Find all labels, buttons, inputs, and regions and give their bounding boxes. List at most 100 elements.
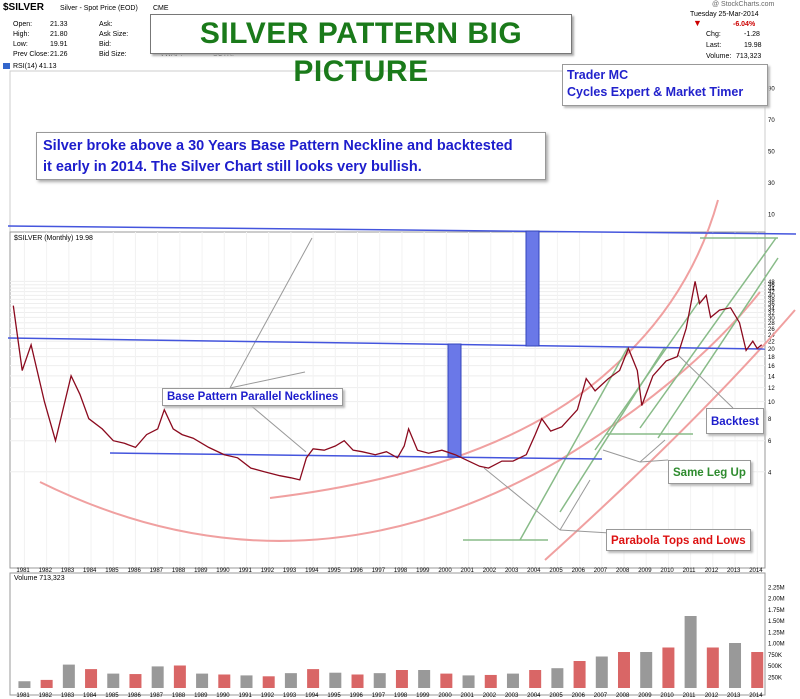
- rsi-tick-label: 30: [768, 181, 775, 187]
- year-tick-label: 1991: [238, 568, 252, 574]
- volume-bar: [662, 647, 675, 688]
- prev-close-label: Prev Close:: [13, 51, 50, 58]
- year-tick-label: 2010: [660, 568, 674, 574]
- volume-bar: [329, 672, 342, 688]
- volume-year-tick-label: 2014: [749, 693, 763, 699]
- volume-year-tick-label: 1983: [61, 693, 75, 699]
- bid-label: Bid:: [99, 41, 112, 48]
- rsi-tick-label: 50: [768, 150, 775, 156]
- volume-year-tick-label: 1984: [83, 693, 97, 699]
- commentary-box: Silver broke above a 30 Years Base Patte…: [36, 132, 546, 180]
- price-tick-label: 12: [768, 386, 775, 392]
- rsi-axis: 10 30 50 70 90: [768, 86, 775, 218]
- volume-year-tick-label: 1982: [39, 693, 53, 699]
- volume-bar: [595, 656, 608, 688]
- price-panel: [9, 231, 766, 569]
- measure-bar-lower: [447, 343, 462, 458]
- pointer-lines: [229, 237, 734, 534]
- volume-bars: [18, 616, 764, 688]
- volume-tick-label: 250K: [768, 675, 782, 681]
- price-tick-label: 28: [768, 321, 775, 327]
- volume-bar: [85, 669, 98, 688]
- year-tick-label: 1987: [150, 568, 164, 574]
- volume-year-tick-label: 1989: [194, 693, 208, 699]
- volume-year-tick-label: 2004: [527, 693, 541, 699]
- volume-bar: [506, 673, 519, 688]
- volume-year-tick-label: 2013: [727, 693, 741, 699]
- price-panel-title: $SILVER (Monthly) 19.98: [14, 235, 93, 242]
- price-tick-label: 6: [768, 439, 772, 445]
- leg-up-line-5: [594, 299, 701, 451]
- year-tick-label: 2008: [616, 568, 630, 574]
- volume-year-tick-label: 1985: [105, 693, 119, 699]
- price-tick-label: 10: [768, 400, 775, 406]
- bid-size-label: Bid Size:: [99, 51, 127, 58]
- volume-year-tick-label: 1999: [416, 693, 430, 699]
- volume-year-tick-label: 1981: [16, 693, 30, 699]
- volume-bar: [240, 675, 253, 688]
- rsi-label: RSI(14) 41.13: [13, 63, 57, 70]
- volume-bar: [196, 673, 209, 688]
- volume-bar: [484, 674, 497, 688]
- silver-price-line: [12, 281, 763, 481]
- year-tick-label: 1986: [127, 568, 141, 574]
- last-value: 19.98: [744, 42, 762, 49]
- year-tick-label: 1984: [83, 568, 97, 574]
- chg-label: Chg:: [706, 31, 721, 38]
- symbol-label: $SILVER: [3, 2, 44, 13]
- volume-year-tick-label: 2011: [683, 693, 697, 699]
- volume-tick-label: 1.25M: [768, 630, 785, 636]
- high-value: 21.80: [50, 31, 68, 38]
- year-tick-label: 2000: [438, 568, 452, 574]
- measure-bar-upper: [525, 230, 540, 347]
- open-value: 21.33: [50, 21, 68, 28]
- volume-axis: 250K 500K 750K 1.00M 1.25M 1.50M 1.75M 2.00M 2.2…: [768, 585, 785, 681]
- volume-bar: [529, 670, 542, 688]
- year-tick-label: 1999: [416, 568, 430, 574]
- price-tick-label: 30: [768, 316, 775, 322]
- price-tick-label: 16: [768, 364, 775, 370]
- volume-year-tick-label: 1993: [283, 693, 297, 699]
- price-tick-label: 46: [768, 283, 775, 289]
- volume-bar: [617, 652, 630, 688]
- year-axis: 1981 1982 1983 1984 1985 1986 1987 1988 1989 1990…: [16, 232, 763, 699]
- commentary-line-2: it early in 2014. The Silver Chart still…: [43, 159, 422, 175]
- price-tick-label: 42: [768, 290, 775, 296]
- year-tick-label: 1996: [350, 568, 364, 574]
- year-tick-label: 1990: [216, 568, 230, 574]
- author-box: Trader MC Cycles Expert & Market Timer: [562, 64, 768, 106]
- change-percent: -6.04%: [733, 21, 756, 28]
- volume-bar: [284, 673, 297, 688]
- volume-year-tick-label: 1992: [261, 693, 275, 699]
- vwap-label: VWAP:: [160, 51, 183, 58]
- low-label: Low:: [13, 41, 28, 48]
- volume-year-tick-label: 2010: [660, 693, 674, 699]
- price-tick-label: 26: [768, 327, 775, 333]
- chg-value: -1.28: [744, 31, 760, 38]
- volume-bar: [18, 681, 31, 688]
- volume-year-tick-label: 1991: [238, 693, 252, 699]
- price-tick-label: 44: [768, 287, 775, 293]
- year-tick-label: 2005: [549, 568, 563, 574]
- leg-up-lines: [463, 237, 779, 541]
- volume-tick-label: 1.50M: [768, 619, 785, 625]
- year-tick-label: 2012: [705, 568, 719, 574]
- price-tick-label: 40: [768, 294, 775, 300]
- price-tick-label: 18: [768, 355, 775, 361]
- volume-tick-label: 2.00M: [768, 597, 785, 603]
- volume-tick-label: 2.25M: [768, 585, 785, 591]
- year-tick-label: 1982: [39, 568, 53, 574]
- open-label: Open:: [13, 21, 33, 28]
- ask-size-label: Ask Size:: [99, 31, 129, 38]
- volume-bar: [351, 674, 364, 688]
- volume-bar: [440, 673, 453, 688]
- volume-bar: [40, 679, 53, 688]
- volume-year-tick-label: 2009: [638, 693, 652, 699]
- quote-header: $SILVER Silver - Spot Price (EOD) CME @ …: [0, 0, 800, 93]
- volume-year-tick-label: 1996: [350, 693, 364, 699]
- volume-bar: [62, 664, 75, 688]
- parabola-outer-curve: [544, 309, 796, 561]
- volume-bar: [418, 670, 431, 688]
- rsi-tick-label: 70: [768, 118, 775, 124]
- volume-bar: [129, 674, 142, 688]
